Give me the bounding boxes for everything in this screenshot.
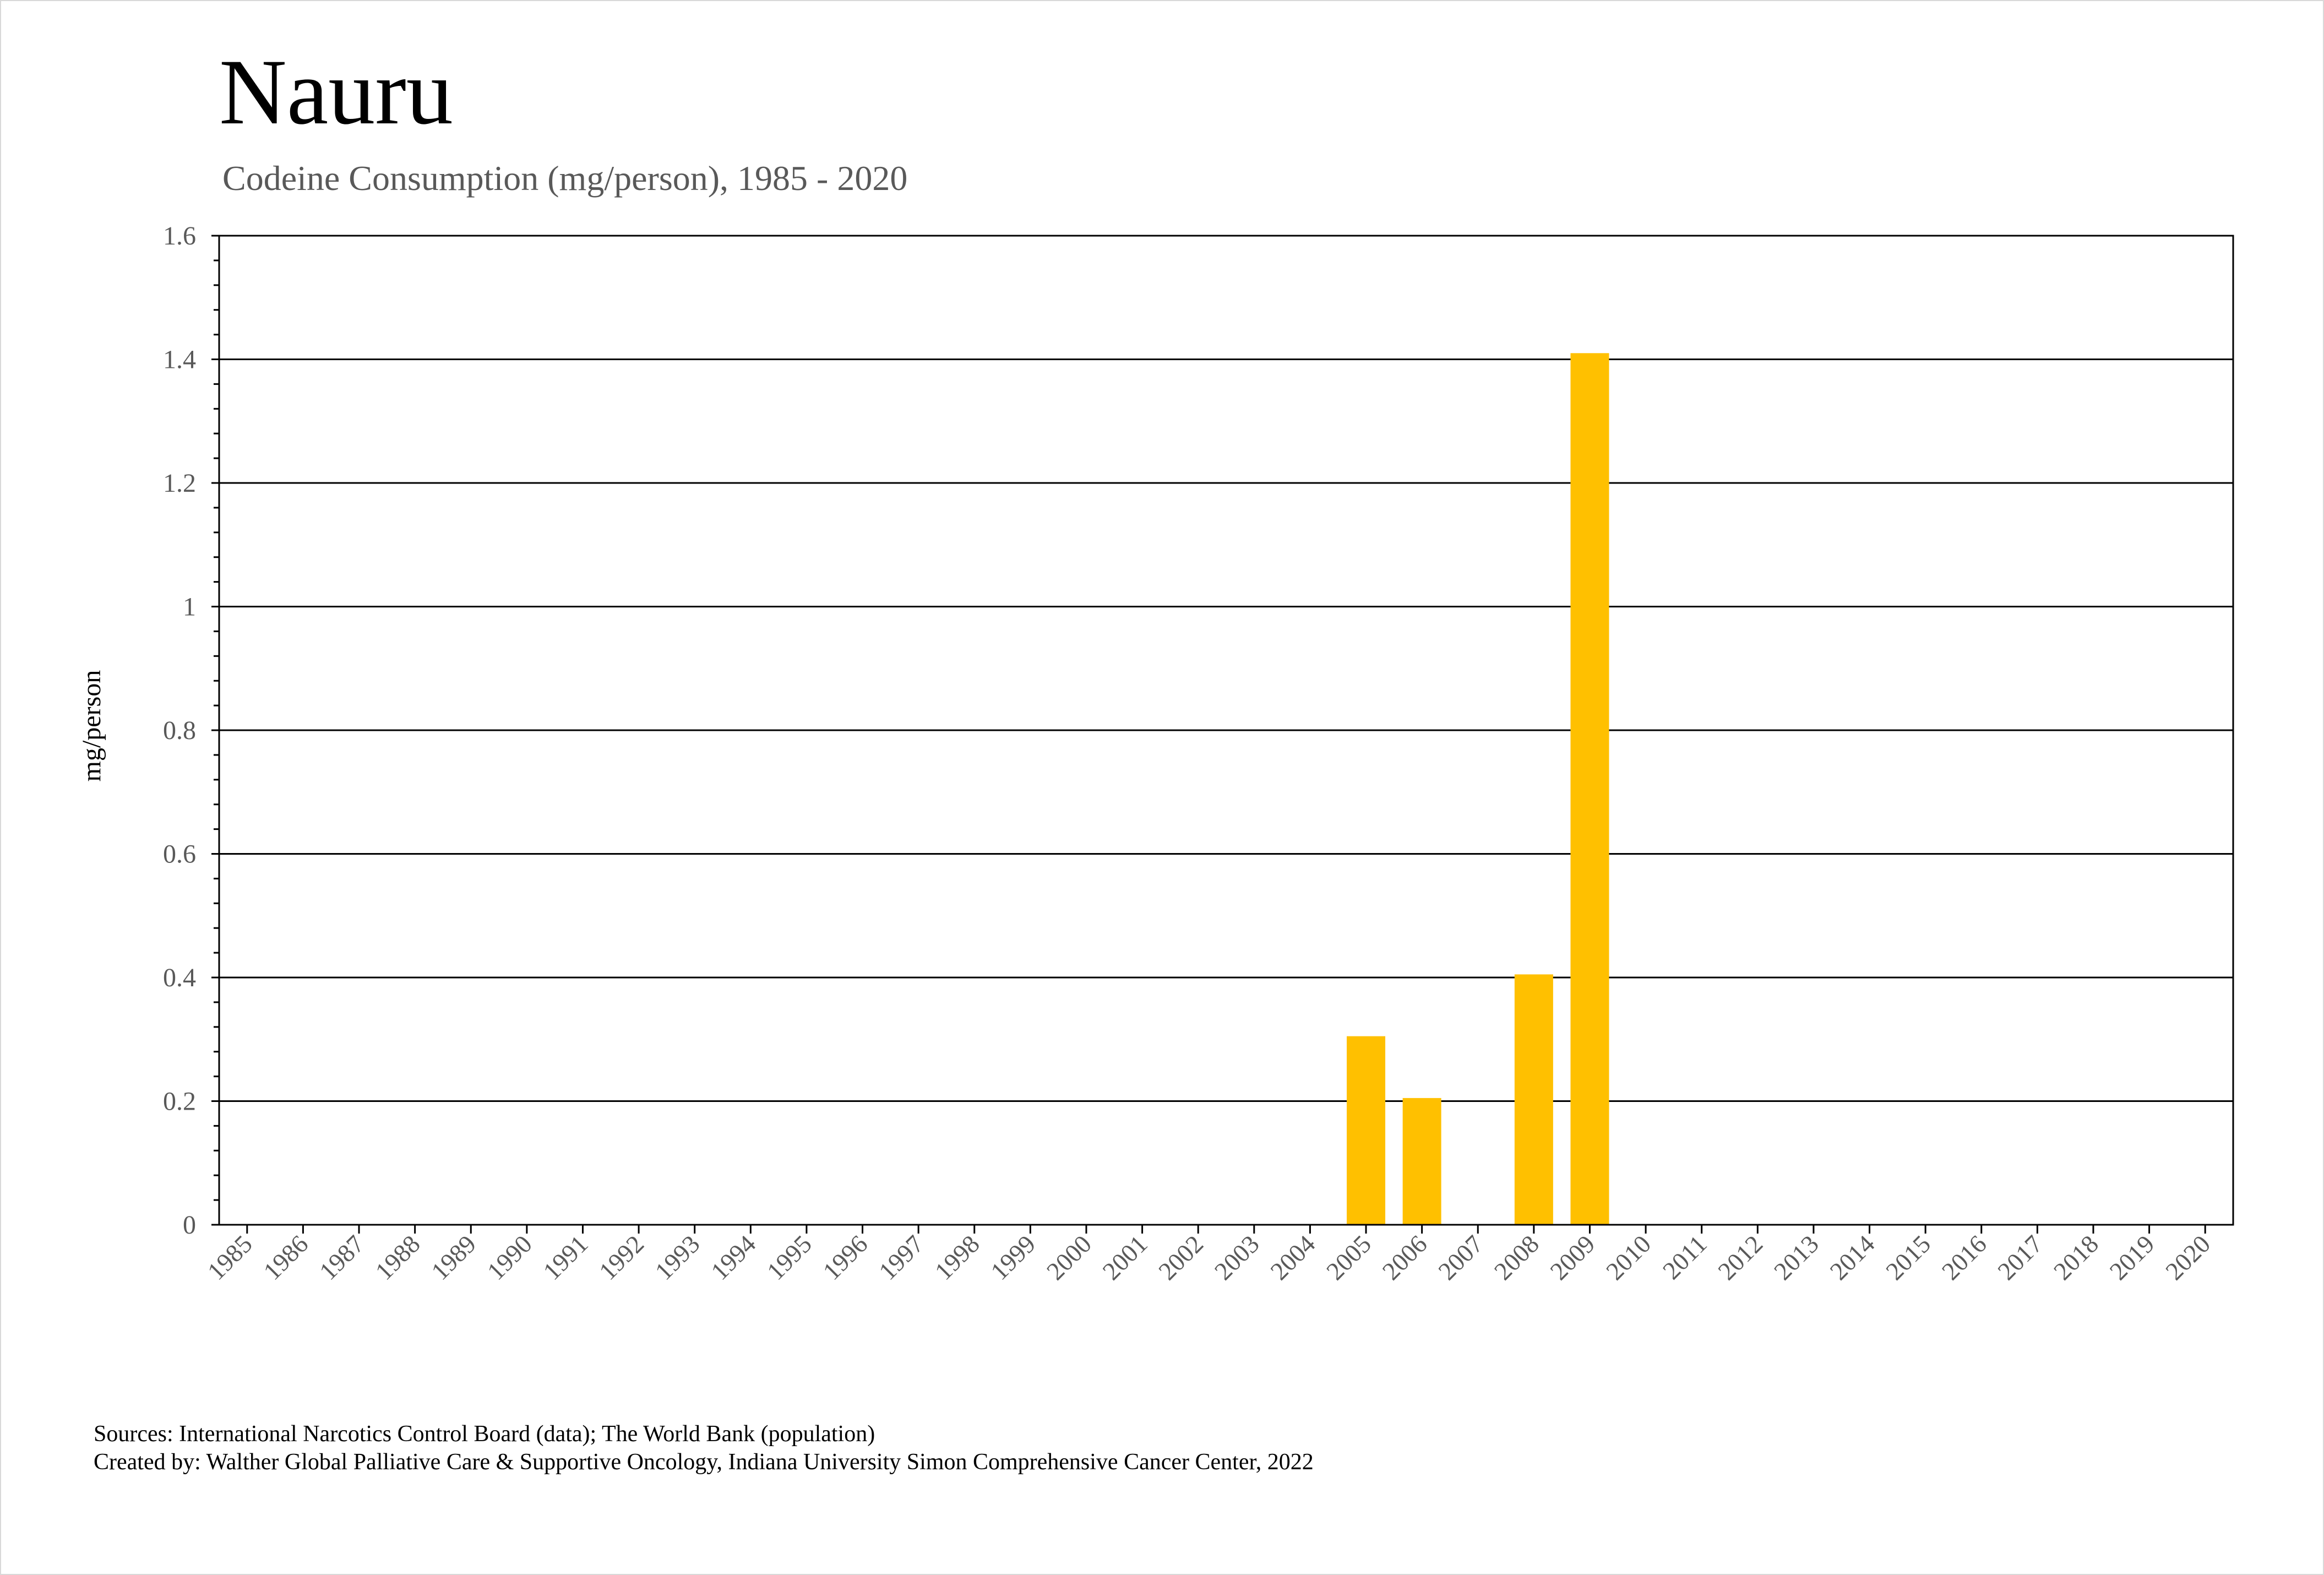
x-tick-label: 1988 (370, 1230, 426, 1285)
y-tick-label: 1 (183, 593, 196, 622)
x-tick-label: 2013 (1768, 1230, 1824, 1285)
y-axis-label: mg/person (77, 670, 106, 782)
x-tick-label: 2015 (1880, 1230, 1936, 1285)
x-tick-label: 2003 (1209, 1230, 1265, 1285)
axes (211, 235, 2234, 1234)
x-tick-label: 2017 (1992, 1230, 2048, 1285)
x-tick-label: 2009 (1544, 1230, 1600, 1285)
x-tick-label: 2012 (1712, 1230, 1768, 1285)
x-tick-label: 1996 (817, 1230, 873, 1285)
x-tick-label: 1992 (594, 1230, 649, 1285)
x-tick-label: 2004 (1265, 1230, 1320, 1285)
x-tick-label: 1990 (482, 1230, 537, 1285)
x-tick-label: 2020 (2160, 1230, 2216, 1285)
x-tick-label: 2006 (1377, 1230, 1433, 1285)
x-tick-label: 2001 (1097, 1230, 1153, 1285)
x-tick-label: 2019 (2104, 1230, 2160, 1285)
y-tick-labels: 0 0.2 0.4 0.6 0.8 1 1.2 1.4 1.6 (163, 221, 196, 1240)
bar-2009 (1570, 353, 1609, 1225)
x-tick-label: 2010 (1601, 1230, 1656, 1285)
x-tick-label: 1993 (650, 1230, 705, 1285)
x-tick-label: 1998 (929, 1230, 985, 1285)
x-tick-label: 2018 (2048, 1230, 2104, 1285)
bar-2005 (1347, 1036, 1386, 1225)
x-tick-label: 1989 (426, 1230, 481, 1285)
x-tick-label: 1991 (537, 1230, 593, 1285)
y-tick-label: 0.2 (163, 1087, 196, 1116)
x-tick-label: 2016 (1936, 1230, 1992, 1285)
x-tick-label: 1987 (314, 1230, 369, 1285)
x-tick-label: 1986 (258, 1230, 313, 1285)
y-tick-label: 0 (183, 1210, 196, 1240)
x-tick-label: 2005 (1321, 1230, 1376, 1285)
footer-sources: Sources: International Narcotics Control… (94, 1421, 875, 1447)
x-tick-label: 2000 (1041, 1230, 1097, 1285)
x-tick-label: 2014 (1824, 1230, 1880, 1285)
x-tick-label: 1999 (985, 1230, 1041, 1285)
x-tick-label: 2002 (1153, 1230, 1209, 1285)
plot-border (218, 235, 2234, 1226)
footer-created-by: Created by: Walther Global Palliative Ca… (94, 1449, 1314, 1475)
x-tick-label: 2008 (1489, 1230, 1544, 1285)
x-tick-label: 1995 (761, 1230, 817, 1285)
y-tick-label: 1.6 (163, 221, 196, 251)
x-tick-label: 1985 (202, 1230, 258, 1285)
x-tick-label: 1997 (873, 1230, 929, 1285)
x-tick-label: 2011 (1657, 1230, 1712, 1285)
bar-2008 (1514, 974, 1553, 1225)
gridlines (219, 235, 2233, 1102)
y-tick-label: 1.2 (163, 469, 196, 498)
y-tick-label: 1.4 (163, 345, 196, 374)
y-tick-label: 0.8 (163, 716, 196, 745)
bars (1347, 353, 1609, 1225)
chart-title: Nauru (219, 40, 453, 144)
x-tick-label: 1994 (705, 1230, 761, 1285)
x-tick-labels: 1985 1986 1987 1988 1989 1990 1991 1992 1993 1994… (202, 1230, 2216, 1285)
chart-subtitle: Codeine Consumption (mg/person), 1985 - … (222, 159, 908, 198)
y-tick-label: 0.4 (163, 963, 196, 992)
x-tick-label: 2007 (1433, 1230, 1488, 1285)
bar-2006 (1402, 1098, 1441, 1225)
y-tick-label: 0.6 (163, 840, 196, 869)
